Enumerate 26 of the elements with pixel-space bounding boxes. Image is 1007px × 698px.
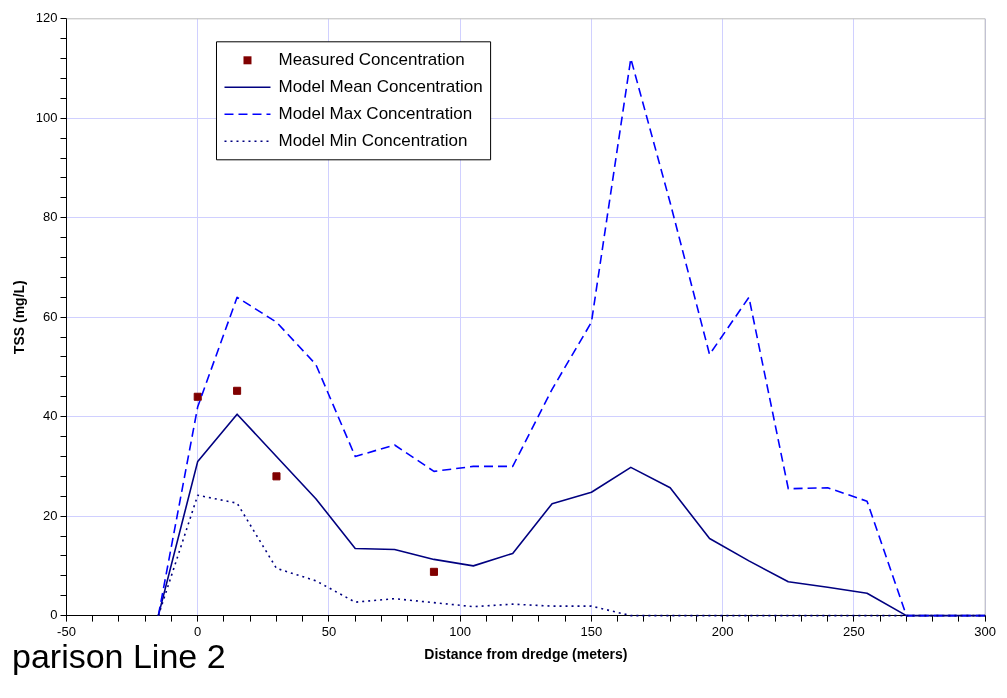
x-tick-label: 0 bbox=[194, 623, 202, 639]
point bbox=[272, 472, 281, 481]
y-tick-label: 80 bbox=[43, 209, 58, 225]
x-tick-label: 250 bbox=[843, 623, 865, 639]
x-tick-label: 150 bbox=[580, 623, 603, 639]
y-tick-label: 0 bbox=[50, 607, 58, 623]
x-tick-label: 200 bbox=[711, 623, 734, 639]
legend-label: Measured Concentration bbox=[278, 49, 465, 69]
legend-label: Model Min Concentration bbox=[278, 130, 468, 150]
x-tick-label: -50 bbox=[57, 623, 76, 639]
y-tick-label: 100 bbox=[35, 109, 58, 125]
y-tick-label: 20 bbox=[43, 507, 58, 523]
x-tick-label: 100 bbox=[449, 623, 472, 639]
y-tick-label: 60 bbox=[43, 308, 58, 324]
x-axis-title: Distance from dredge (meters) bbox=[424, 646, 628, 663]
text: parison Line 2 bbox=[12, 636, 226, 676]
legend-label: Model Mean Concentration bbox=[278, 76, 483, 96]
point bbox=[429, 567, 438, 576]
y-tick-label: 40 bbox=[43, 408, 58, 424]
y-tick-label: 120 bbox=[35, 10, 58, 26]
point bbox=[233, 386, 242, 395]
x-tick-label: 50 bbox=[321, 623, 337, 639]
x-tick-label: 300 bbox=[974, 623, 997, 639]
y-axis-title: TSS (mg/L) bbox=[11, 280, 28, 355]
point bbox=[193, 392, 202, 401]
legend-label: Model Max Concentration bbox=[278, 103, 473, 123]
